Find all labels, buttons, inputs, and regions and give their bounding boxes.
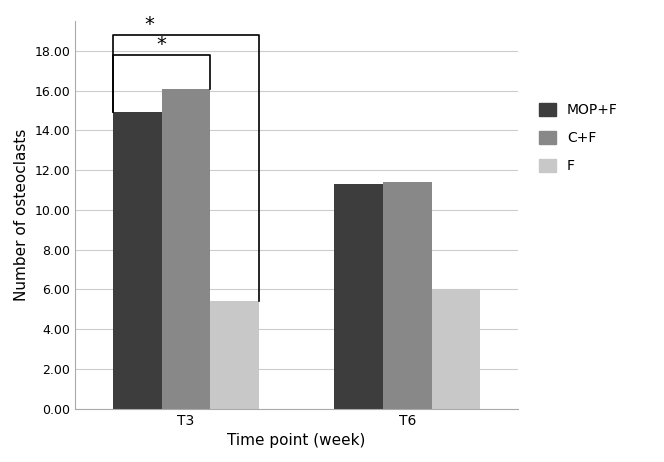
Bar [383,182,432,409]
Bar [161,89,210,409]
Bar [113,112,161,409]
X-axis label: Time point (week): Time point (week) [227,433,366,448]
Y-axis label: Number of osteoclasts: Number of osteoclasts [14,129,29,301]
Bar [210,301,259,409]
Legend: MOP+F, C+F, F: MOP+F, C+F, F [534,98,623,179]
Bar [334,184,383,409]
Bar [432,289,480,409]
Text: *: * [157,35,167,54]
Text: *: * [144,15,154,34]
